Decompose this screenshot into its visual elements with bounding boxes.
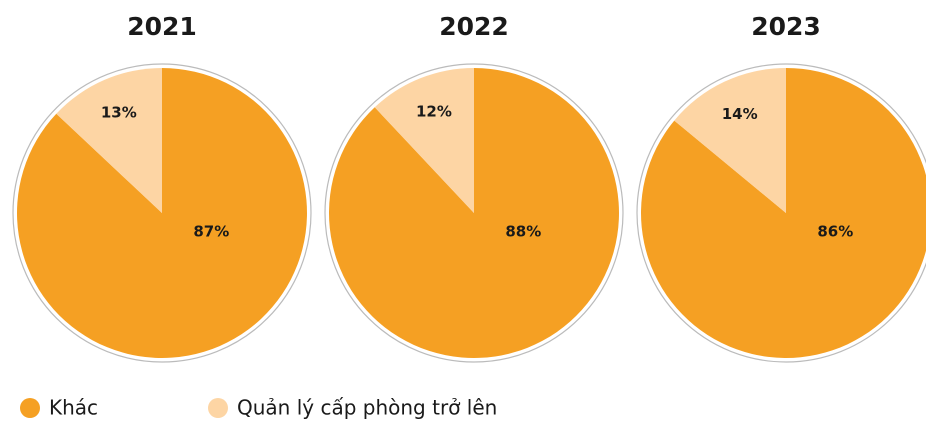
data-label: 14% <box>722 105 758 123</box>
legend-swatch <box>20 398 40 418</box>
chart-title: 2023 <box>751 12 821 41</box>
legend-swatch <box>208 398 228 418</box>
data-label: 12% <box>416 102 452 120</box>
pie-slice <box>374 68 474 213</box>
chart-title: 2022 <box>439 12 509 41</box>
pie-slice <box>56 68 163 213</box>
legend-label: Quản lý cấp phòng trở lên <box>237 396 497 420</box>
pie-slice <box>16 68 307 358</box>
legend-label: Khác <box>49 396 98 420</box>
chart-title: 2021 <box>127 12 197 41</box>
pie-slice <box>641 68 926 358</box>
data-label: 86% <box>817 222 853 240</box>
data-label: 13% <box>101 104 137 122</box>
data-label: 87% <box>193 222 229 240</box>
pie-slice <box>674 68 786 213</box>
data-label: 88% <box>505 222 541 240</box>
